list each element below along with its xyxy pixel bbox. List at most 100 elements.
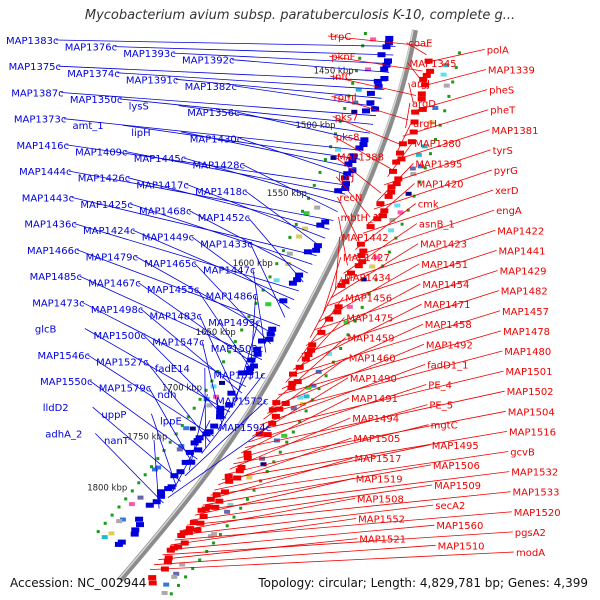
feature-mark: [137, 495, 144, 500]
scale-label: 1450 kbp: [314, 67, 354, 77]
left-gene-label: MAP1382c: [185, 82, 237, 93]
left-callout-line: [119, 98, 374, 125]
forward-gene-mark: [225, 402, 234, 408]
right-gene-labels: trpC coaE polA pknF MAP1345 MAP1339 infC argJ ph…: [330, 32, 561, 559]
feature-mark: [173, 571, 180, 576]
forward-gene-mark: [227, 390, 236, 396]
feature-mark: [394, 203, 401, 208]
feature-mark: [119, 517, 126, 522]
right-gene-label: gcvB: [510, 448, 535, 459]
right-gene-label: asnB_1: [419, 220, 455, 231]
reverse-gene-mark: [426, 68, 435, 74]
left-callout-line: [79, 275, 263, 360]
marker-dot: [268, 275, 272, 279]
forward-gene-mark: [313, 243, 322, 249]
left-gene-label: MAP1356c: [187, 108, 239, 119]
feature-mark: [443, 83, 450, 88]
left-gene-label: MAP1436c: [24, 220, 76, 231]
reverse-gene-mark: [409, 129, 418, 135]
right-gene-label: MAP1480: [504, 347, 551, 358]
left-gene-label: MAP1374c: [67, 69, 119, 80]
left-callout-line: [201, 374, 264, 454]
feature-mark: [432, 106, 439, 110]
right-gene-label: mgtC: [431, 421, 458, 432]
forward-gene-mark: [380, 76, 389, 81]
left-gene-label: MAP1373c: [14, 115, 66, 126]
right-gene-label: MAP1506: [433, 461, 480, 472]
right-gene-label: MAP1504: [508, 407, 555, 418]
left-gene-label: MAP1393c: [123, 49, 175, 60]
right-gene-label: MAP1442: [342, 233, 389, 244]
right-gene-label: MAP1456: [345, 293, 392, 304]
feature-mark: [108, 531, 115, 536]
forward-gene-mark: [130, 531, 139, 537]
marker-dot: [192, 406, 196, 410]
right-gene-label: MAP1388: [337, 153, 384, 164]
left-callout-lines: [55, 39, 396, 509]
right-callout-line: [190, 484, 433, 521]
reverse-gene-mark: [378, 213, 387, 219]
left-gene-label: MAP1479c: [86, 252, 138, 263]
forward-gene-mark: [288, 280, 297, 286]
forward-gene-mark: [384, 58, 392, 64]
reverse-gene-mark: [272, 400, 281, 406]
scale-label: 1800 kbp: [87, 484, 127, 494]
feature-mark: [355, 87, 362, 92]
right-callout-line: [334, 156, 382, 194]
marker-dot: [124, 497, 128, 501]
left-gene-label: MAP1433c: [200, 239, 252, 250]
feature-mark: [151, 467, 158, 472]
right-gene-label: MAP1434: [344, 273, 391, 284]
reverse-gene-mark: [164, 555, 173, 561]
left-gene-label: MAP1376c: [65, 43, 117, 54]
marker-dot: [150, 465, 153, 469]
right-callout-line: [332, 116, 401, 145]
reverse-gene-mark: [407, 139, 416, 145]
marker-dot: [103, 521, 107, 525]
left-callout-line: [74, 223, 299, 292]
reverse-gene-mark: [359, 248, 368, 254]
feature-mark: [101, 535, 108, 540]
forward-gene-mark: [293, 277, 302, 283]
reverse-gene-mark: [396, 150, 404, 156]
right-gene-label: engA: [496, 206, 522, 217]
marker-dot: [232, 515, 236, 519]
right-callout-line: [331, 243, 419, 298]
marker-dot: [174, 432, 178, 436]
feature-mark: [397, 210, 404, 215]
left-callout-line: [140, 308, 243, 394]
left-callout-line: [191, 236, 290, 309]
forward-gene-mark: [268, 326, 277, 332]
left-gene-label: MAP1409c: [75, 148, 127, 159]
forward-gene-mark: [164, 486, 173, 492]
left-callout-line: [201, 341, 223, 425]
reverse-gene-mark: [215, 498, 224, 504]
right-callout-line: [252, 377, 349, 437]
marker-dot: [218, 533, 222, 536]
right-gene-label: MAP1420: [417, 179, 464, 190]
left-gene-label: MAP1350c: [70, 95, 122, 106]
reverse-gene-mark: [304, 352, 313, 357]
scale-label: 1500 kbp: [296, 121, 336, 131]
reverse-gene-mark: [411, 109, 420, 115]
forward-gene-mark: [344, 161, 353, 167]
forward-gene-mark: [176, 469, 185, 475]
right-callout-line: [331, 95, 409, 121]
marker-dot: [451, 80, 455, 84]
scale-label: 1700 kbp: [162, 384, 202, 394]
left-callout-line: [135, 256, 276, 336]
forward-gene-mark: [210, 423, 219, 429]
right-gene-label: MAP1427: [343, 253, 390, 264]
feature-mark: [421, 144, 428, 149]
forward-gene-mark: [349, 153, 358, 159]
left-gene-label: MAP1425c: [80, 200, 132, 211]
marker-dot: [360, 305, 364, 309]
right-gene-label: MAP1491: [351, 394, 398, 405]
left-callout-line: [117, 72, 385, 90]
reverse-gene-mark: [307, 347, 316, 353]
feature-mark: [388, 228, 395, 233]
right-gene-label: MAP1509: [434, 481, 481, 492]
right-gene-label: MAP1429: [500, 267, 547, 278]
forward-gene-mark: [157, 489, 165, 495]
forward-gene-mark: [342, 181, 350, 187]
